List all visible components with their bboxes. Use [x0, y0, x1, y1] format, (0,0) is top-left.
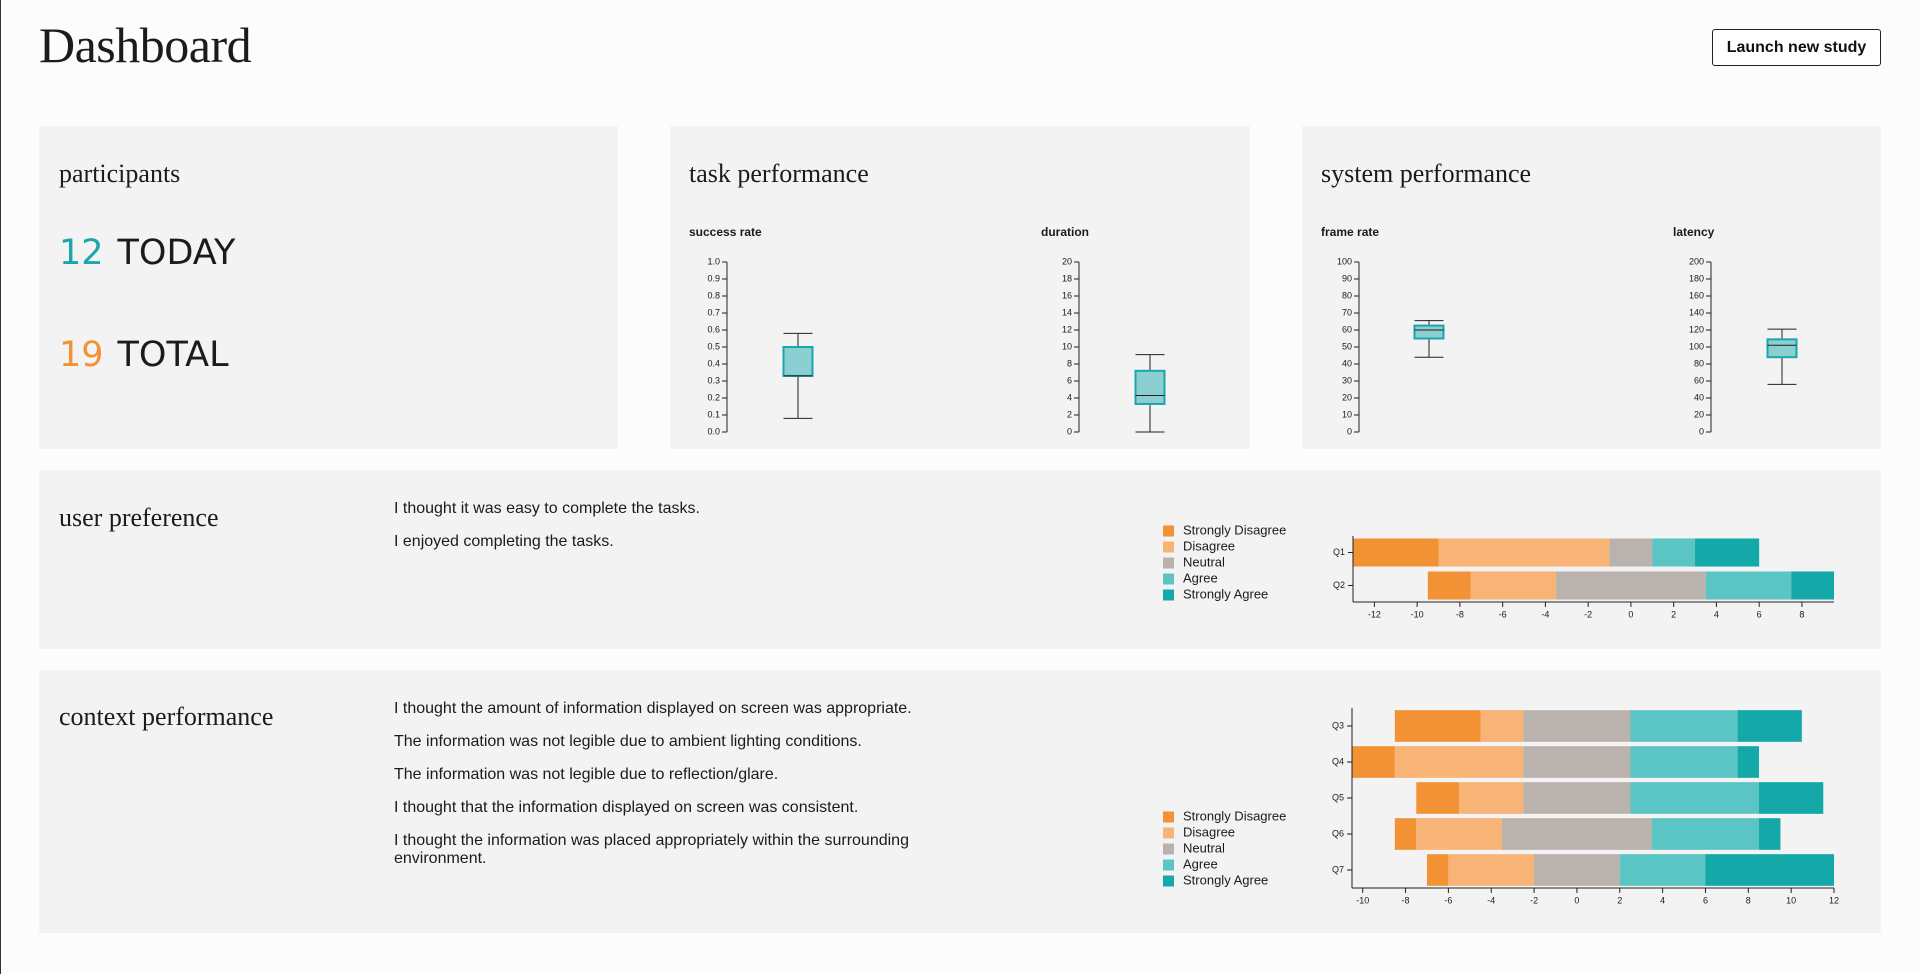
panel-title: context performance — [59, 702, 274, 731]
stat-today: 12 TODAY — [59, 233, 235, 273]
preference-panel: user preference I thought it was easy to… — [39, 470, 1881, 649]
question: The information was not legible due to a… — [394, 733, 862, 750]
stat-label: TODAY — [117, 233, 236, 273]
stat-number: 19 — [59, 335, 104, 375]
task-panel: task performance — [670, 126, 1250, 449]
question-list: I thought it was easy to complete the ta… — [394, 500, 934, 566]
page-edge — [0, 0, 1, 974]
question: The information was not legible due to r… — [394, 766, 779, 783]
participants-panel: participants 12 TODAY 19 TOTAL — [39, 126, 618, 449]
question: I enjoyed completing the tasks. — [394, 533, 614, 550]
question: I thought the amount of information disp… — [394, 700, 912, 717]
panel-title: task performance — [689, 159, 869, 188]
stat-number: 12 — [59, 233, 104, 273]
context-panel: context performance I thought the amount… — [39, 670, 1881, 933]
stat-label: TOTAL — [117, 335, 229, 375]
system-panel: system performance — [1302, 126, 1881, 449]
question-list: I thought the amount of information disp… — [394, 700, 934, 883]
question: I thought the information was placed app… — [394, 832, 909, 867]
question: I thought that the information displayed… — [394, 799, 859, 816]
stat-total: 19 TOTAL — [59, 335, 229, 375]
panel-title: participants — [59, 159, 181, 188]
page-title: Dashboard — [39, 17, 252, 73]
launch-button[interactable]: Launch new study — [1712, 29, 1881, 66]
panel-title: user preference — [59, 503, 219, 532]
question: I thought it was easy to complete the ta… — [394, 500, 700, 517]
panel-title: system performance — [1321, 159, 1532, 188]
